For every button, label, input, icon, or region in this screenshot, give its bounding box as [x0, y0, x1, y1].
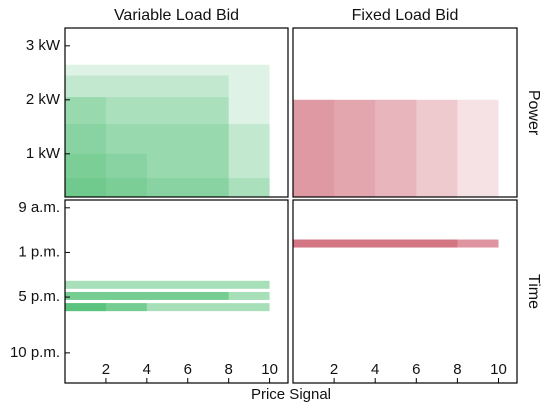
bid-area	[65, 178, 270, 197]
x-tick-label: 8	[453, 361, 461, 378]
x-axis-label: Price Signal	[251, 386, 331, 403]
x-tick-label: 10	[261, 361, 278, 378]
bid-band	[65, 280, 270, 289]
bid-band	[65, 291, 270, 300]
bid-band	[65, 291, 229, 300]
panel-title: Variable Load Bid	[114, 7, 239, 24]
bid-area	[293, 99, 335, 197]
x-tick-label: 4	[371, 361, 379, 378]
y-tick-label: 3 kW	[26, 37, 61, 54]
bid-area	[65, 64, 270, 197]
bid-area	[65, 97, 229, 197]
x-tick-label: 2	[102, 361, 110, 378]
bid-area	[65, 124, 270, 197]
x-tick-label: 2	[330, 361, 338, 378]
y-tick-label: 2 kW	[26, 91, 61, 108]
panel-frame	[64, 27, 289, 198]
bid-area	[293, 99, 376, 197]
panel-frame	[64, 199, 289, 384]
x-tick-label: 6	[184, 361, 192, 378]
y-tick-label: 9 a.m.	[18, 199, 60, 216]
bid-band	[293, 239, 458, 248]
y-tick-label: 10 p.m.	[10, 344, 60, 361]
row-label: Time	[525, 274, 542, 309]
y-tick-label: 5 p.m.	[18, 288, 60, 305]
x-tick-label: 4	[143, 361, 151, 378]
y-tick-label: 1 kW	[26, 145, 61, 162]
bid-area	[65, 97, 106, 197]
bid-area	[65, 75, 229, 197]
bid-area	[293, 99, 499, 197]
x-tick-label: 8	[224, 361, 232, 378]
row-label: Power	[525, 90, 542, 136]
bid-band	[65, 303, 106, 312]
y-tick-label: 1 p.m.	[18, 243, 60, 260]
bid-band	[65, 303, 147, 312]
x-tick-label: 10	[490, 361, 507, 378]
panel-frame	[292, 27, 518, 198]
bid-area	[65, 153, 147, 197]
bid-band	[65, 303, 270, 312]
x-tick-label: 6	[412, 361, 420, 378]
panel-title: Fixed Load Bid	[352, 7, 459, 24]
panel-frame	[292, 199, 518, 384]
bid-area	[293, 99, 458, 197]
bid-area	[293, 99, 417, 197]
